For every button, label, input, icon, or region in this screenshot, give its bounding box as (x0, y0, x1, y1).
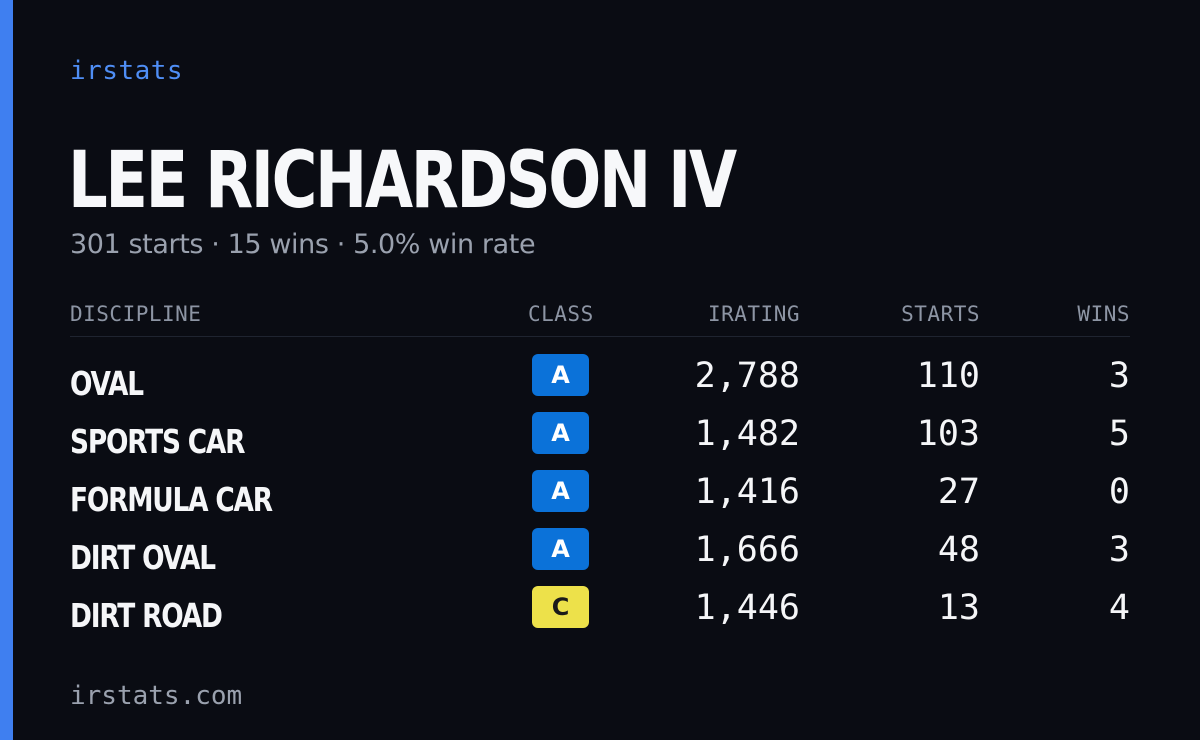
class-badge: A (532, 354, 589, 396)
starts-value: 103 (916, 414, 980, 454)
table-row: DIRT OVAL A 1,666 48 3 (0, 528, 1200, 586)
accent-bar (0, 0, 13, 740)
footer-url: irstats.com (70, 681, 243, 711)
table-row: OVAL A 2,788 110 3 (0, 354, 1200, 412)
discipline-name: OVAL (70, 364, 144, 403)
table-row: FORMULA CAR A 1,416 27 0 (0, 470, 1200, 528)
discipline-name: FORMULA CAR (70, 480, 273, 519)
class-badge: C (532, 586, 589, 628)
starts-value: 48 (937, 530, 980, 570)
wins-value: 3 (1108, 356, 1130, 396)
driver-summary: 301 starts · 15 wins · 5.0% win rate (70, 229, 536, 260)
brand-logo: irstats (70, 56, 184, 86)
class-badge: A (532, 528, 589, 570)
discipline-name: DIRT OVAL (70, 538, 216, 577)
discipline-name: DIRT ROAD (70, 596, 223, 635)
header-class: CLASS (528, 302, 594, 326)
class-badge: A (532, 412, 589, 454)
header-wins: WINS (1077, 302, 1130, 326)
table-row: SPORTS CAR A 1,482 103 5 (0, 412, 1200, 470)
irating-value: 1,416 (694, 472, 800, 512)
discipline-name: SPORTS CAR (70, 422, 245, 461)
wins-value: 5 (1108, 414, 1130, 454)
class-badge: A (532, 470, 589, 512)
irating-value: 1,666 (694, 530, 800, 570)
irating-value: 2,788 (694, 356, 800, 396)
header-discipline: DISCIPLINE (70, 302, 202, 326)
irating-value: 1,482 (694, 414, 800, 454)
header-irating: IRATING (707, 302, 800, 326)
table-row: DIRT ROAD C 1,446 13 4 (0, 586, 1200, 644)
header-starts: STARTS (901, 302, 980, 326)
wins-value: 3 (1108, 530, 1130, 570)
starts-value: 27 (937, 472, 980, 512)
irating-value: 1,446 (694, 588, 800, 628)
starts-value: 13 (937, 588, 980, 628)
wins-value: 4 (1108, 588, 1130, 628)
driver-name: LEE RICHARDSON IV (68, 136, 737, 226)
header-divider (70, 336, 1130, 337)
wins-value: 0 (1108, 472, 1130, 512)
starts-value: 110 (916, 356, 980, 396)
